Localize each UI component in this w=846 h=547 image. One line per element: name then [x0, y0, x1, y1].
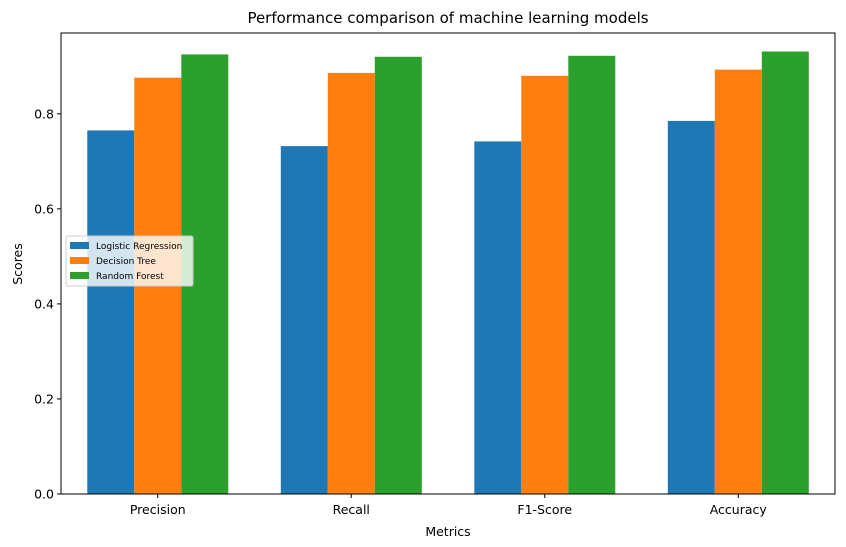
bar-decision-tree-recall [327, 72, 375, 495]
y-tick-label: 0.8 [34, 106, 54, 121]
bar-random-forest-recall [374, 56, 422, 495]
legend-swatch [70, 257, 89, 264]
legend-label: Decision Tree [96, 257, 156, 267]
plot-frame [60, 32, 836, 495]
y-tick-label: 0.4 [34, 296, 54, 311]
y-tick-label: 0.0 [34, 487, 54, 502]
y-tick-label: 0.6 [34, 201, 54, 216]
x-tick-label: Recall [333, 502, 370, 517]
legend-label: Random Forest [96, 272, 164, 282]
x-tick-label: Accuracy [710, 502, 768, 517]
x-tick-label: F1-Score [517, 502, 572, 517]
chart-title: Performance comparison of machine learni… [247, 9, 648, 27]
x-tick-label: Precision [130, 502, 186, 517]
x-axis-label: Metrics [425, 524, 470, 539]
legend-label: Logistic Regression [96, 242, 182, 252]
legend-box [65, 235, 194, 287]
bar-logistic-regression-accuracy [667, 120, 715, 495]
plot-area: Precision Recall F1-Score Accuracy 0.0 0.2 0.4… [34, 32, 836, 517]
legend-swatch [70, 242, 89, 249]
bar-logistic-regression-f1-score [474, 141, 522, 494]
bar-random-forest-accuracy [761, 51, 809, 494]
bar-logistic-regression-recall [280, 146, 328, 494]
legend: Logistic Regression Decision Tree Random F… [65, 235, 194, 287]
y-tick-label: 0.2 [34, 391, 54, 406]
legend-swatch [70, 272, 89, 279]
bar-decision-tree-accuracy [714, 69, 762, 494]
bar-logistic-regression-precision [87, 130, 135, 494]
bar-random-forest-f1-score [568, 55, 616, 495]
bar-decision-tree-f1-score [521, 75, 569, 495]
y-axis-label: Scores [10, 243, 25, 285]
